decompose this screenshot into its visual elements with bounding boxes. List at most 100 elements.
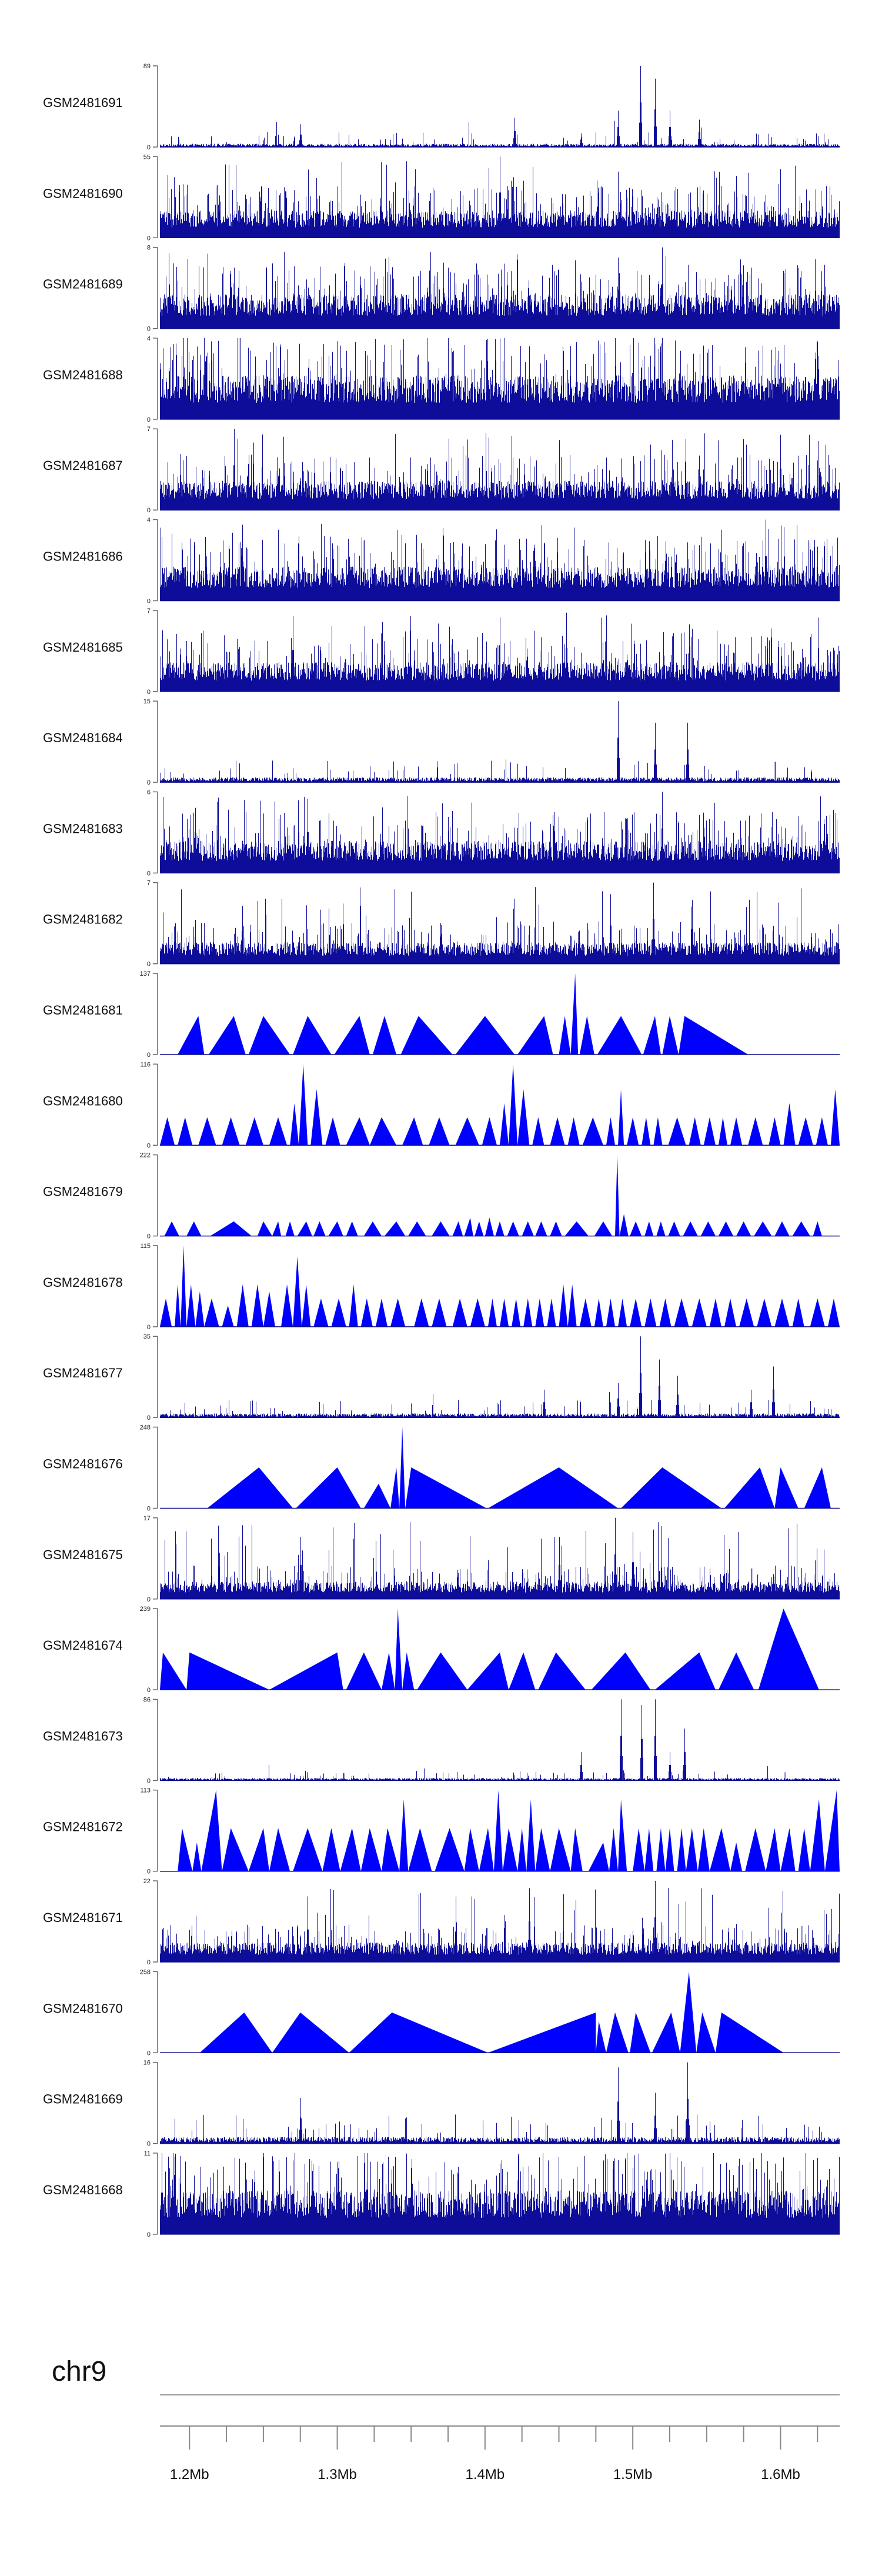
signal-peak xyxy=(236,1284,249,1327)
signal-peak xyxy=(653,1117,663,1146)
track-label: GSM2481678 xyxy=(43,1275,123,1290)
signal-peak xyxy=(570,973,579,1055)
signal-peak xyxy=(783,1103,796,1146)
y-min-label: 0 xyxy=(147,235,151,242)
track-GSM2481677: GSM2481677 35 0 xyxy=(43,1333,840,1422)
track-GSM2481688: GSM2481688 4 0 xyxy=(43,335,840,423)
signal-peak xyxy=(487,1467,619,1509)
signal-peak xyxy=(754,1221,772,1236)
signal-peak xyxy=(372,1016,397,1055)
signal-peak xyxy=(325,1117,340,1146)
track-GSM2481678: GSM2481678 115 0 xyxy=(43,1243,840,1331)
signal-peak xyxy=(455,1016,515,1055)
signal-peak xyxy=(408,1221,426,1236)
signal-peak xyxy=(331,1298,346,1327)
y-min-label: 0 xyxy=(147,416,151,423)
signal-peak xyxy=(609,1828,619,1871)
signal-peak xyxy=(550,1221,562,1236)
track-label: GSM2481680 xyxy=(43,1093,123,1108)
signal-peak xyxy=(696,2012,716,2053)
signal-peak xyxy=(186,1221,202,1236)
track-label: GSM2481675 xyxy=(43,1547,123,1562)
signal-peak xyxy=(487,2012,596,2053)
signal-peak xyxy=(263,1291,276,1327)
signal-area xyxy=(160,701,840,783)
signal-peak xyxy=(487,1298,497,1327)
signal-peak xyxy=(285,1221,295,1236)
signal-peak xyxy=(619,1214,629,1236)
signal-area xyxy=(160,66,840,147)
signal-peak xyxy=(195,1291,205,1327)
signal-peak xyxy=(160,1117,175,1146)
y-max-label: 116 xyxy=(140,1061,151,1068)
y-min-label: 0 xyxy=(147,961,151,968)
track-GSM2481669: GSM2481669 16 0 xyxy=(43,2060,840,2148)
signal-peak xyxy=(313,1298,329,1327)
y-max-label: 115 xyxy=(140,1243,151,1250)
y-min-label: 0 xyxy=(147,2050,151,2057)
y-max-label: 222 xyxy=(140,1152,151,1159)
track-label: GSM2481682 xyxy=(43,912,123,927)
track-label: GSM2481691 xyxy=(43,95,123,110)
track-GSM2481672: GSM2481672 113 0 xyxy=(43,1787,840,1876)
signal-peak xyxy=(526,1799,536,1871)
track-GSM2481689: GSM2481689 8 0 xyxy=(43,245,840,333)
signal-peak xyxy=(302,1284,311,1327)
signal-peak xyxy=(665,1828,674,1871)
y-min-label: 0 xyxy=(147,1959,151,1966)
track-GSM2481684: GSM2481684 15 0 xyxy=(43,698,840,786)
signal-peak xyxy=(774,1467,799,1509)
y-min-label: 0 xyxy=(147,326,151,333)
signal-peak xyxy=(417,1652,467,1690)
signal-peak xyxy=(248,1016,290,1055)
track-GSM2481668: GSM2481668 11 0 xyxy=(43,2150,840,2238)
signal-peak xyxy=(630,1221,642,1236)
signal-peak xyxy=(435,1828,465,1871)
signal-peak xyxy=(186,1652,269,1690)
signal-peak xyxy=(395,1609,403,1690)
signal-peak xyxy=(248,1828,269,1871)
signal-peak xyxy=(251,1284,263,1327)
signal-peak xyxy=(579,1016,594,1055)
signal-peak xyxy=(269,1828,290,1871)
signal-peak xyxy=(736,1221,751,1236)
signal-area xyxy=(160,2062,840,2144)
signal-peak xyxy=(535,1221,547,1236)
signal-peak xyxy=(594,1298,603,1327)
signal-peak xyxy=(709,1828,731,1871)
signal-peak xyxy=(679,1016,749,1055)
signal-peak xyxy=(567,1117,580,1146)
signal-peak xyxy=(730,1842,743,1871)
signal-peak xyxy=(349,1284,358,1327)
signal-peak xyxy=(792,1221,810,1236)
y-min-label: 0 xyxy=(147,1324,151,1331)
y-min-label: 0 xyxy=(147,689,151,696)
signal-peak xyxy=(186,1284,196,1327)
signal-peak xyxy=(452,1298,467,1327)
signal-peak xyxy=(503,1828,518,1871)
y-max-label: 4 xyxy=(147,517,151,524)
track-GSM2481676: GSM2481676 248 0 xyxy=(43,1424,840,1513)
y-min-label: 0 xyxy=(147,1596,151,1603)
signal-peak xyxy=(697,1828,710,1871)
signal-peak xyxy=(467,1652,509,1690)
signal-peak xyxy=(780,1828,796,1871)
y-min-label: 0 xyxy=(147,2141,151,2148)
signal-peak xyxy=(633,1828,645,1871)
track-label: GSM2481674 xyxy=(43,1638,123,1653)
signal-peak xyxy=(192,1842,202,1871)
signal-peak xyxy=(175,1284,181,1327)
y-min-label: 0 xyxy=(147,870,151,877)
signal-area xyxy=(160,1336,840,1418)
signal-peak xyxy=(579,1298,592,1327)
track-GSM2481680: GSM2481680 116 0 xyxy=(43,1061,840,1149)
signal-peak xyxy=(257,1221,272,1236)
signal-peak xyxy=(363,1483,391,1509)
signal-peak xyxy=(596,2021,606,2053)
signal-peak xyxy=(160,1652,187,1690)
signal-peak xyxy=(178,1016,205,1055)
signal-peak xyxy=(774,1298,790,1327)
signal-peak xyxy=(390,1298,406,1327)
y-max-label: 86 xyxy=(143,1696,151,1703)
signal-peak xyxy=(369,1117,397,1146)
